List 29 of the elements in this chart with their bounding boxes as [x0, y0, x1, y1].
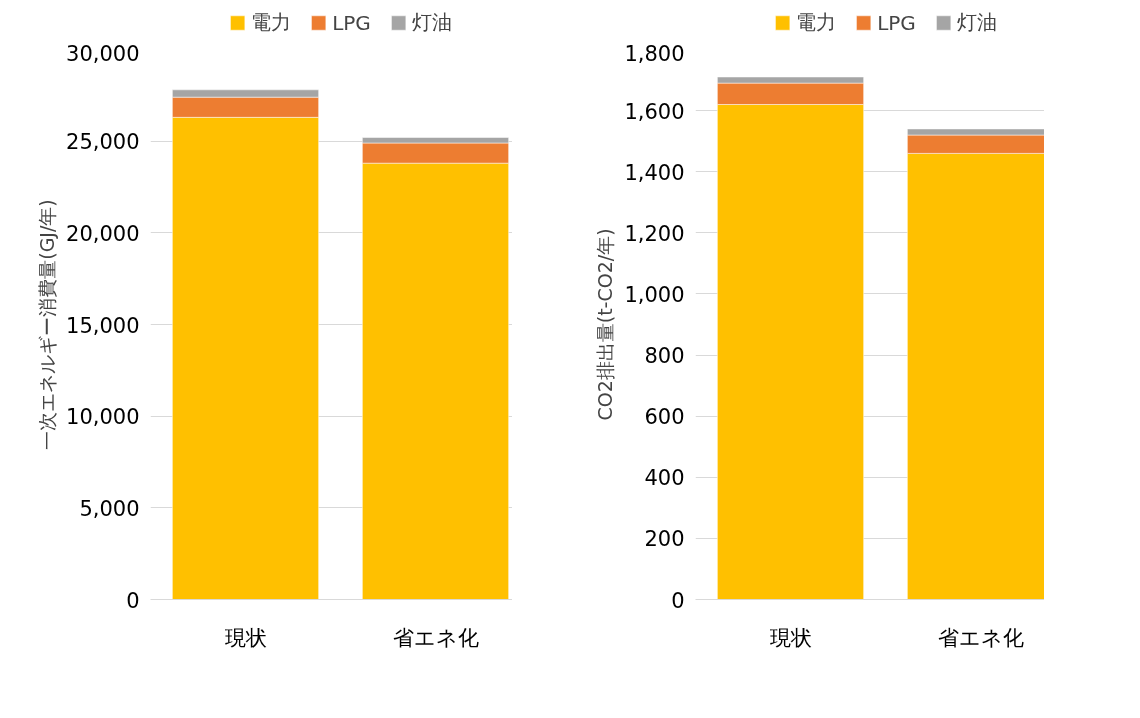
y-tick-label: 1,800 — [624, 41, 685, 66]
y-axis-title: CO2排出量(t-CO2/年) — [594, 228, 617, 421]
x-tick-label: 省エネ化 — [937, 625, 1024, 650]
y-tick-label: 0 — [671, 588, 685, 613]
y-tick-label: 1,000 — [624, 282, 685, 307]
legend-label: LPG — [332, 10, 371, 34]
legend-label: 電力 — [251, 8, 292, 36]
y-tick-label: 600 — [644, 405, 685, 430]
y-tick-label: 30,000 — [66, 41, 140, 66]
legend-label: 灯油 — [411, 8, 452, 36]
legend-label: LPG — [877, 10, 916, 34]
legend-label: 灯油 — [956, 8, 997, 36]
y-tick-label: 5,000 — [79, 496, 140, 521]
y-tick-label: 400 — [644, 466, 685, 491]
legend-label: 電力 — [796, 8, 837, 36]
x-tick-label: 省エネ化 — [392, 625, 479, 650]
y-tick-label: 200 — [644, 527, 685, 552]
y-tick-label: 1,400 — [624, 160, 685, 185]
x-tick-label: 現状 — [224, 625, 267, 650]
y-tick-label: 1,600 — [624, 99, 685, 124]
y-tick-label: 1,200 — [624, 221, 685, 246]
y-tick-label: 800 — [644, 344, 685, 369]
y-tick-label: 20,000 — [66, 221, 140, 246]
y-tick-label: 0 — [126, 588, 140, 613]
y-tick-label: 25,000 — [66, 130, 140, 155]
y-tick-label: 15,000 — [66, 313, 140, 338]
y-tick-label: 10,000 — [66, 405, 140, 430]
y-axis-title: 一次エネルギー消費量(GJ/年) — [36, 199, 59, 450]
x-tick-label: 現状 — [769, 625, 812, 650]
